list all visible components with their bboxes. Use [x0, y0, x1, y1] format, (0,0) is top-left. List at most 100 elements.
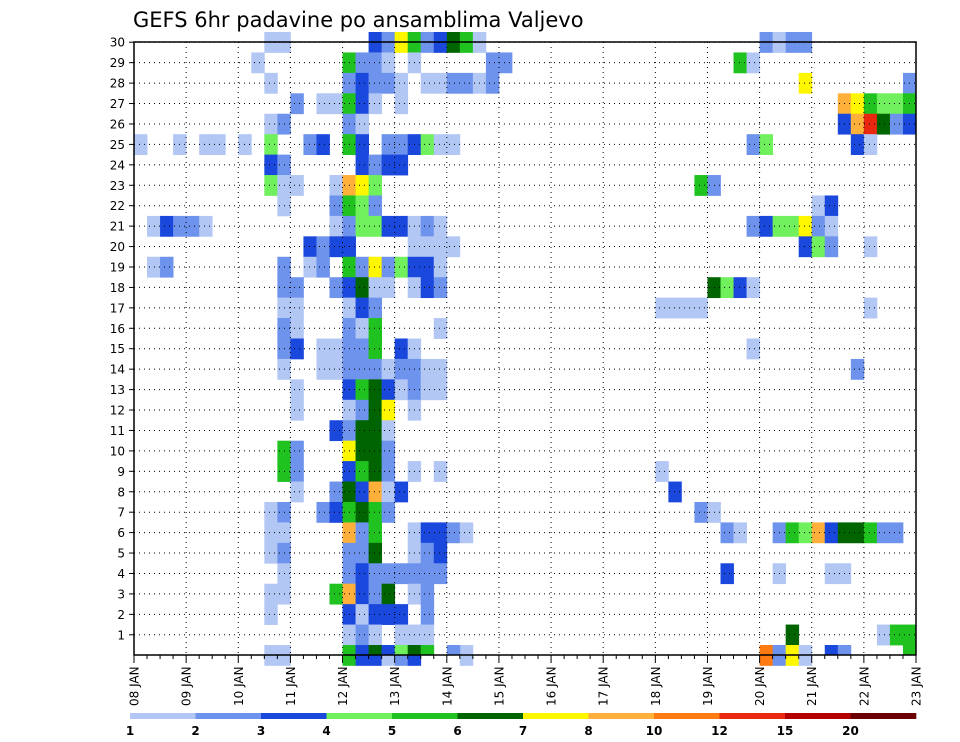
- heatmap-cell: [798, 215, 813, 237]
- y-tick-label: 12: [110, 404, 125, 418]
- heatmap-cell: [381, 563, 396, 585]
- heatmap-cell: [798, 72, 813, 94]
- heatmap-cell: [420, 522, 435, 544]
- heatmap-cell: [420, 358, 435, 380]
- heatmap-cell: [785, 624, 800, 646]
- heatmap-cell: [394, 645, 409, 656]
- y-tick-label: 29: [110, 56, 125, 70]
- x-tick-label: 09 JAN: [180, 666, 194, 706]
- heatmap-cell: [876, 624, 891, 646]
- y-tick-label: 1: [117, 628, 125, 642]
- x-tick-label: 21 JAN: [805, 666, 819, 706]
- heatmap-cell: [824, 522, 839, 544]
- heatmap-cell: [420, 624, 435, 646]
- heatmap-cell: [368, 297, 383, 319]
- y-axis-member-ticks: 1234567891011121314151617181920212223242…: [110, 36, 134, 642]
- heatmap-cell: [381, 154, 396, 176]
- heatmap-cell: [433, 461, 448, 482]
- heatmap-cell: [381, 501, 396, 523]
- heatmap-cell: [746, 52, 760, 74]
- colorbar: 1 2 3 4 5 6 7 8 10 12 15 20: [126, 713, 917, 738]
- y-tick-label: 16: [110, 322, 125, 336]
- heatmap-cell: [290, 297, 304, 319]
- heatmap-cell: [824, 215, 839, 237]
- heatmap-cell: [290, 461, 304, 482]
- y-tick-label: 2: [117, 608, 125, 622]
- heatmap-cell: [212, 134, 226, 156]
- heatmap-cell: [433, 542, 448, 564]
- heatmap-cell: [290, 175, 304, 196]
- y-tick-label: 8: [117, 485, 125, 499]
- heatmap-cell: [355, 440, 369, 462]
- heatmap-cell: [394, 215, 409, 237]
- heatmap-cell: [446, 236, 461, 258]
- heatmap-cell: [759, 215, 774, 237]
- heatmap-cell: [733, 52, 747, 74]
- heatmap-cell: [264, 583, 278, 605]
- heatmap-cell: [381, 72, 396, 94]
- heatmap-cell: [368, 563, 383, 585]
- colorbar-label: 1: [126, 724, 134, 738]
- heatmap-cell: [733, 277, 747, 299]
- heatmap-cell: [876, 522, 891, 544]
- x-tick-label: 18 JAN: [649, 666, 663, 706]
- y-tick-label: 26: [110, 117, 125, 131]
- heatmap-cell: [785, 215, 800, 237]
- x-tick-label: 22 JAN: [857, 666, 871, 706]
- heatmap-cell: [485, 52, 500, 74]
- y-tick-label: 18: [110, 281, 125, 295]
- colorbar-segment: [195, 713, 262, 719]
- y-tick-label: 25: [110, 138, 125, 152]
- heatmap-cell: [368, 604, 383, 625]
- heatmap-cell: [368, 358, 383, 380]
- heatmap-cell: [368, 195, 383, 217]
- y-tick-label: 11: [110, 424, 125, 438]
- heatmap-cell: [785, 522, 800, 544]
- y-tick-label: 23: [110, 179, 125, 193]
- heatmap-cell: [355, 399, 369, 421]
- heatmap-cell: [498, 52, 513, 74]
- heatmap-cell: [264, 522, 278, 544]
- x-tick-label: 19 JAN: [701, 666, 715, 706]
- heatmap-cell: [459, 72, 474, 94]
- colorbar-label: 5: [388, 724, 396, 738]
- heatmap-cell: [329, 583, 343, 605]
- heatmap-cell: [381, 420, 396, 442]
- heatmap-cell: [720, 563, 734, 585]
- heatmap-cell: [850, 522, 865, 544]
- heatmap-cell: [837, 645, 852, 656]
- heatmap-cell: [368, 93, 383, 115]
- heatmap-cell: [381, 256, 396, 278]
- heatmap-cell: [433, 256, 448, 278]
- heatmap-cell: [811, 522, 826, 544]
- heatmap-cell: [446, 72, 461, 94]
- colorbar-label: 20: [842, 724, 859, 738]
- heatmap-cell: [355, 481, 369, 503]
- x-tick-label: 15 JAN: [492, 666, 506, 706]
- heatmap-cell: [368, 277, 383, 299]
- x-tick-label: 10 JAN: [232, 666, 246, 706]
- heatmap-cell: [668, 481, 682, 503]
- heatmap-cell: [759, 134, 774, 156]
- heatmap-cell: [381, 277, 396, 299]
- y-tick-label: 6: [117, 526, 125, 540]
- heatmap-cell: [329, 195, 343, 217]
- heatmap-cell: [355, 93, 369, 115]
- heatmap-cell: [394, 93, 409, 115]
- heatmap-cell: [329, 501, 343, 523]
- heatmap-cell: [902, 645, 917, 656]
- heatmap-cell: [329, 215, 343, 237]
- heatmap-cell: [355, 256, 369, 278]
- heatmap-cell: [863, 93, 878, 115]
- dotted-grid: [134, 41, 916, 655]
- heatmap-cell: [381, 440, 396, 462]
- heatmap-cell: [290, 399, 304, 421]
- y-tick-label: 14: [110, 363, 125, 377]
- y-tick-label: 4: [117, 567, 125, 581]
- chart-title: GEFS 6hr padavine po ansamblima Valjevo: [133, 8, 584, 32]
- colorbar-segment: [588, 713, 655, 719]
- x-tick-label: 08 JAN: [128, 666, 142, 706]
- colorbar-segment: [457, 713, 524, 719]
- y-tick-label: 28: [110, 77, 125, 91]
- heatmap-cell: [264, 542, 278, 564]
